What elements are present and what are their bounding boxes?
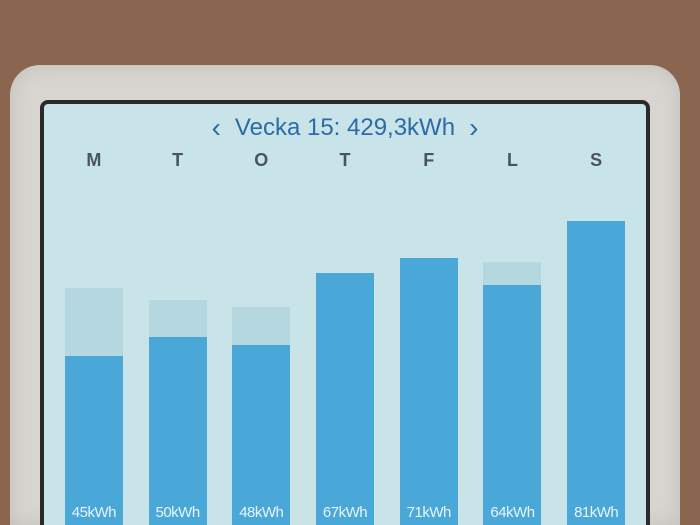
bar-value-label: 50kWh [155, 504, 199, 521]
next-week-icon[interactable]: › [469, 114, 478, 142]
bar-value-label: 67kWh [323, 504, 367, 521]
day-column: L 64kWh [471, 148, 555, 525]
day-label: F [423, 148, 434, 171]
day-label: O [254, 148, 268, 171]
bar-zone: 45kWh [52, 187, 136, 525]
bar-zone: 48kWh [219, 187, 303, 525]
value-bar [232, 345, 290, 525]
day-label: T [340, 148, 351, 171]
bar-value-label: 45kWh [72, 504, 116, 521]
display-screen: ‹ Vecka 15: 429,3kWh › M 45kWh T 50kWh O 48kW… [40, 100, 650, 525]
bar-value-label: 71kWh [407, 504, 451, 521]
value-bar [149, 337, 207, 525]
day-label: S [590, 148, 602, 171]
bar-chart: M 45kWh T 50kWh O 48kWh T 67kWh F 71kWh L 64kWh S 81k… [44, 148, 646, 525]
bar-value-label: 81kWh [574, 504, 618, 521]
bar-zone: 64kWh [471, 187, 555, 525]
day-column: S 81kWh [554, 148, 638, 525]
bar-zone: 71kWh [387, 187, 471, 525]
chart-header: ‹ Vecka 15: 429,3kWh › [44, 104, 646, 148]
week-title: Vecka 15: 429,3kWh [235, 114, 455, 142]
bar-zone: 67kWh [303, 187, 387, 525]
value-bar [316, 273, 374, 525]
value-bar [483, 285, 541, 525]
day-column: T 50kWh [136, 148, 220, 525]
value-bar [567, 221, 625, 525]
value-bar [400, 258, 458, 525]
bar-value-label: 48kWh [239, 504, 283, 521]
day-column: M 45kWh [52, 148, 136, 525]
bar-zone: 81kWh [554, 187, 638, 525]
day-label: T [172, 148, 183, 171]
value-bar [65, 356, 123, 525]
device-bezel: ‹ Vecka 15: 429,3kWh › M 45kWh T 50kWh O 48kW… [10, 65, 680, 525]
day-column: O 48kWh [219, 148, 303, 525]
day-column: T 67kWh [303, 148, 387, 525]
day-label: M [86, 148, 101, 171]
day-column: F 71kWh [387, 148, 471, 525]
prev-week-icon[interactable]: ‹ [212, 114, 221, 142]
day-label: L [507, 148, 518, 171]
bar-value-label: 64kWh [490, 504, 534, 521]
bar-zone: 50kWh [136, 187, 220, 525]
